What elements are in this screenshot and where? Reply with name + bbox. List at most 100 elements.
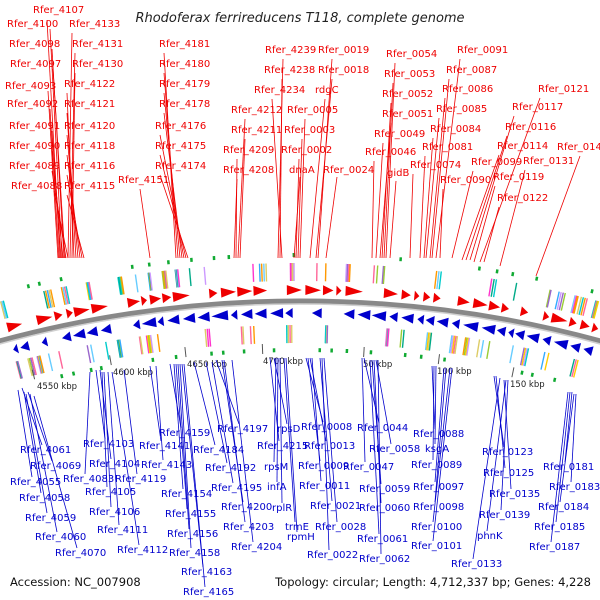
tick-label: 100 kbp [437,367,472,377]
leader-line [375,142,384,259]
gene-label: Rfer_0053 [384,69,435,80]
tick-mark [31,369,36,380]
leader-line [237,118,246,259]
gene-label: Rfer_0086 [442,84,493,95]
leader-line [570,393,577,483]
leader-line [52,68,66,259]
gene-feature [253,325,256,344]
gene-arrow [401,313,414,324]
gene-arrow [488,300,501,311]
tick-mark [511,367,515,378]
gene-arrow [515,330,526,341]
gene-feature [448,335,453,354]
gene-label: Rfer_4106 [89,507,140,518]
gene-feature [139,336,144,355]
leader-line [95,369,106,440]
gene-arrow [35,315,53,326]
gene-feature [105,341,110,360]
leader-line [69,52,76,259]
leader-line [434,367,447,503]
gene-feature [60,287,66,306]
gene-arrow [568,316,577,327]
gene-feature [252,263,255,282]
gene-feature [156,334,161,352]
gene-feature [65,286,71,305]
gene-feature [163,270,167,289]
leader-line [493,375,505,448]
gene-label: Rfer_0184 [538,502,589,513]
gene-feature [37,355,44,374]
leader-line [285,357,298,533]
gene-feature [62,286,68,305]
rna-mark [535,276,539,281]
accession-text: Accession: NC_007908 [10,575,141,589]
gene-arrow [371,311,387,322]
gene-feature [118,276,123,295]
gene-arrow [457,295,470,306]
leader-line [84,371,91,475]
gene-arrow [345,285,363,296]
gene-label: Rfer_0183 [549,482,600,493]
leader-line [423,137,434,259]
gene-feature [382,265,386,285]
gene-label: Rfer_4088 [11,181,62,192]
gene-arrow [383,288,398,299]
leader-line [479,97,541,263]
gene-feature [558,292,564,311]
gene-feature [36,355,43,374]
gene-arrow [357,310,371,321]
reverse-rna-marks [60,348,557,383]
reverse-gene-leaders: Rfer_4061Rfer_4069Rfer_4055Rfer_4058Rfer… [10,357,600,598]
gene-feature [424,332,429,351]
gene-label: Rfer_0100 [411,522,462,533]
gene-arrow [126,297,141,308]
gene-label: Rfer_4141 [139,441,190,452]
leader-line [425,117,440,259]
gene-feature [148,335,153,353]
leader-line [432,367,453,542]
leader-line [47,90,59,259]
gene-label: Rfer_4070 [55,548,106,559]
rna-mark [443,357,447,362]
gene-feature [58,351,64,369]
gene-label: Rfer_0013 [304,441,355,452]
gene-label: Rfer_0002 [281,145,332,156]
leader-line [377,359,382,555]
gene-arrow [140,295,148,306]
rna-mark [26,284,31,289]
gene-label: Rfer_4215 [257,441,308,452]
tick-label: 50 kbp [363,360,392,370]
gene-arrow [240,309,253,319]
gene-arrow [6,322,23,333]
gene-arrow [425,315,435,326]
gene-feature [146,335,151,354]
gene-arrow [413,290,420,301]
gene-feature [466,337,471,356]
gene-feature [165,270,169,289]
gene-feature [346,263,349,282]
gene-feature [582,298,588,316]
gene-label: Rfer_4208 [223,165,274,176]
rna-mark [59,276,63,282]
rna-mark [590,289,594,294]
gene-feature [348,264,351,283]
leader-line [555,391,571,523]
gene-label: Rfer_0099 [471,157,522,168]
gene-arrow [500,302,510,313]
gene-label: Rfer_4119 [115,474,166,485]
rna-mark [151,357,155,363]
forward-feature-track [0,262,600,319]
gene-label: Rfer_4089 [9,161,60,172]
gene-label: Rfer_4098 [9,39,60,50]
gene-label: Rfer_4176 [155,121,206,132]
gene-label: Rfer_4133 [69,19,120,30]
gene-label: Rfer_0181 [543,462,594,473]
gene-label: Rfer_4111 [97,525,148,536]
gene-label: Rfer_4092 [7,99,58,110]
gene-arrow [167,314,180,325]
gene-label: Rfer_4234 [254,85,305,96]
leader-line [33,395,78,549]
rna-mark [552,377,557,383]
leader-line [319,357,333,502]
